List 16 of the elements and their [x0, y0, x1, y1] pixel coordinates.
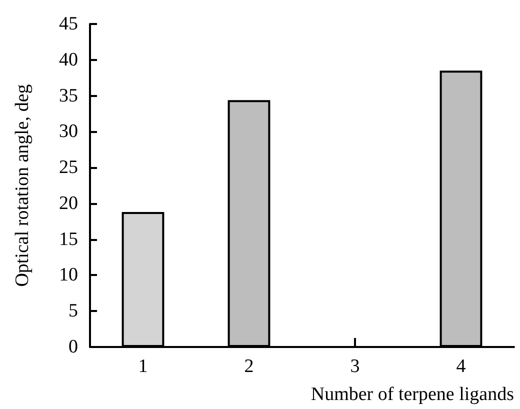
x-tick-label: 3 [350, 356, 360, 377]
x-axis-title: Number of terpene ligands [310, 384, 514, 405]
x-tick-label: 2 [244, 356, 254, 377]
y-tick-label: 25 [59, 157, 78, 178]
y-tick-label: 45 [59, 14, 78, 34]
y-tick-label: 10 [59, 264, 78, 286]
y-tick-label: 30 [59, 121, 78, 142]
y-tick-label: 5 [68, 300, 78, 322]
y-tick-label: 35 [59, 85, 78, 106]
y-tick-label: 20 [59, 192, 78, 214]
y-tick-label: 15 [59, 228, 78, 250]
x-tick-label: 1 [138, 356, 148, 377]
y-tick-label: 0 [68, 336, 78, 358]
y-axis-title: Optical rotation angle, deg [12, 84, 33, 287]
y-tick-label: 40 [59, 49, 78, 70]
x-tick-label: 4 [456, 356, 466, 377]
